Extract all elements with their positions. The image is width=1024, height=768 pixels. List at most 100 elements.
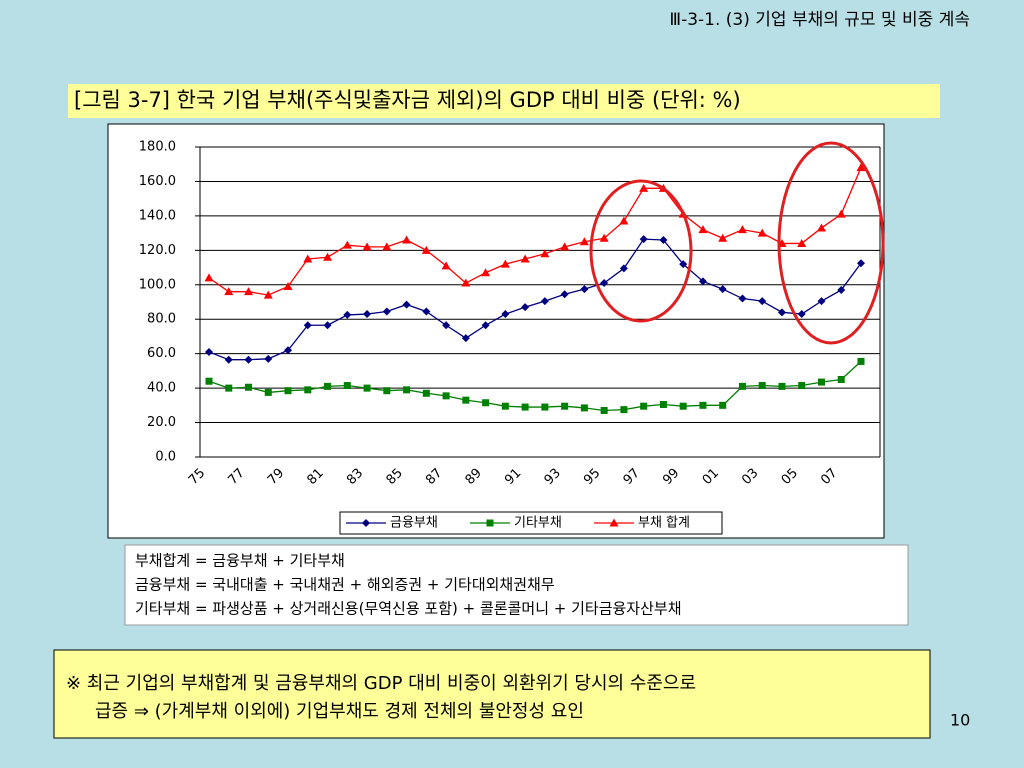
marker [619, 264, 628, 273]
marker [244, 355, 253, 364]
marker [461, 334, 470, 343]
marker [857, 259, 865, 268]
marker [639, 235, 648, 244]
marker [383, 387, 391, 395]
marker [580, 404, 588, 412]
marker [719, 401, 727, 409]
highlight-circle [589, 179, 693, 323]
marker [244, 287, 254, 296]
marker [580, 285, 589, 294]
marker [342, 240, 352, 249]
marker [382, 307, 391, 316]
marker [442, 321, 451, 330]
marker [205, 347, 213, 356]
marker [363, 310, 372, 319]
marker [402, 235, 412, 244]
marker [600, 279, 609, 288]
marker [284, 387, 292, 395]
marker [343, 310, 352, 319]
note: 급증 ⇒ (가계부채 이외에) 기업부채도 경제 전체의 불안정성 요인 [95, 701, 584, 722]
marker [481, 268, 491, 277]
marker [816, 223, 826, 232]
marker [679, 402, 687, 410]
y-tick-label: 60.0 [147, 346, 176, 361]
marker [422, 389, 430, 397]
chart-frame [107, 123, 885, 539]
marker [857, 357, 865, 365]
marker [462, 396, 470, 404]
marker [501, 310, 510, 319]
marker [698, 277, 707, 286]
marker [600, 407, 608, 414]
marker [679, 260, 688, 269]
marker [520, 254, 530, 263]
marker [264, 354, 273, 363]
marker [486, 519, 494, 527]
marker [442, 392, 450, 400]
marker [777, 308, 786, 317]
marker [659, 400, 667, 408]
marker [817, 378, 825, 386]
marker [343, 382, 351, 390]
series-line [208, 167, 862, 296]
definition: 금융부채 = 국내대출 + 국내채권 + 해외증권 + 기타대외채권채무 [135, 576, 555, 594]
marker [422, 307, 431, 316]
page-number: 10 [950, 711, 970, 730]
marker [640, 402, 648, 410]
marker [718, 233, 728, 242]
marker [620, 406, 628, 414]
chart-title: [그림 3-7] 한국 기업 부채(주식및출자금 제외)의 GDP 대비 비중 … [74, 88, 741, 112]
series-line [208, 238, 862, 361]
marker [698, 225, 708, 234]
y-tick-label: 0.0 [155, 450, 176, 465]
marker [263, 290, 273, 299]
marker [619, 216, 629, 225]
legend-label: 금융부채 [390, 516, 438, 531]
y-tick-label: 180.0 [139, 140, 176, 155]
marker [560, 242, 570, 251]
y-tick-label: 160.0 [139, 174, 176, 189]
marker [224, 287, 234, 296]
marker [837, 376, 845, 383]
note-box [53, 649, 931, 739]
marker [699, 401, 707, 409]
marker [303, 254, 313, 263]
y-tick-label: 120.0 [139, 243, 176, 258]
definitions-box [124, 544, 909, 626]
marker [264, 388, 272, 396]
marker [323, 252, 333, 261]
marker [324, 382, 332, 390]
definition: 부채합계 = 금융부채 + 기타부채 [135, 552, 345, 570]
marker [382, 242, 392, 251]
marker [561, 402, 569, 410]
marker [481, 321, 490, 330]
marker [204, 273, 214, 282]
marker [758, 382, 766, 390]
highlight-circle [777, 141, 885, 345]
marker [837, 285, 846, 294]
marker [757, 228, 767, 237]
marker [421, 245, 431, 254]
marker [737, 225, 747, 234]
marker [245, 383, 253, 391]
marker [738, 382, 746, 390]
marker [817, 297, 826, 306]
legend-label: 부채 합계 [638, 516, 690, 531]
marker [540, 297, 549, 306]
y-tick-label: 80.0 [147, 312, 176, 327]
marker [579, 237, 589, 246]
marker [609, 518, 619, 527]
marker [738, 294, 747, 303]
marker [461, 278, 471, 287]
marker [500, 259, 510, 268]
marker [836, 209, 846, 218]
header: Ⅲ-3-1. (3) 기업 부채의 규모 및 비중 계속 [669, 10, 970, 30]
legend-label: 기타부채 [514, 516, 562, 531]
marker [403, 386, 411, 394]
marker [659, 236, 668, 244]
marker [441, 261, 451, 270]
y-tick-label: 140.0 [139, 208, 176, 223]
marker [402, 300, 411, 309]
marker [797, 310, 806, 319]
